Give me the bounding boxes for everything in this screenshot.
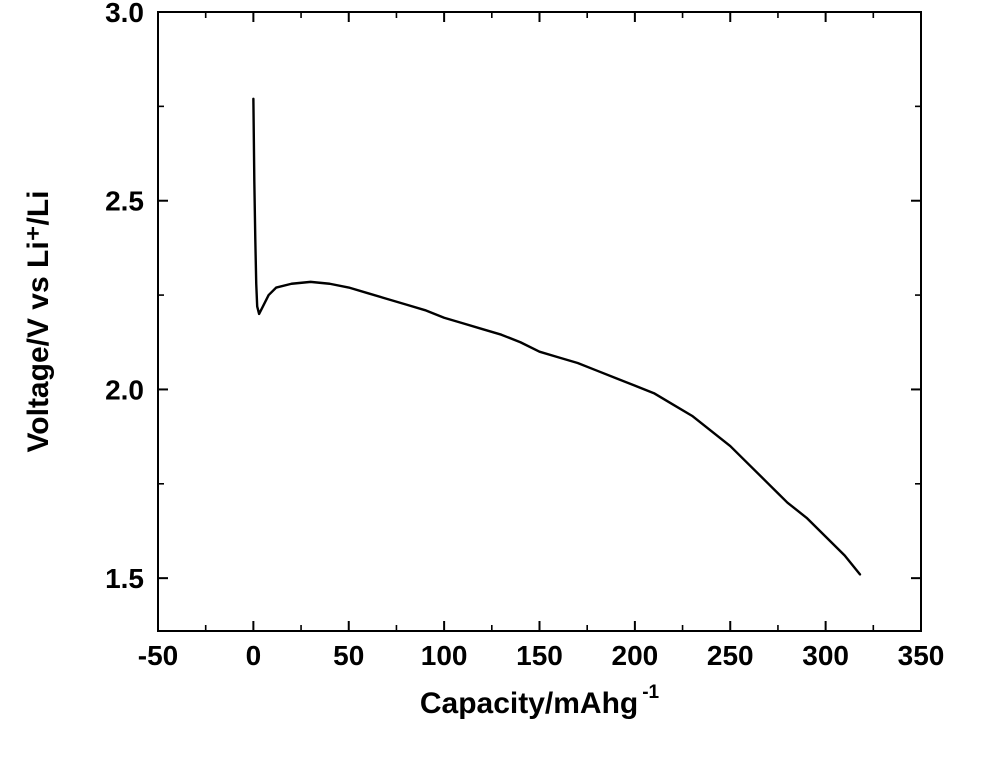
x-tick-label: 0 bbox=[246, 640, 262, 671]
x-tick-label: 200 bbox=[612, 640, 659, 671]
x-tick-label: 100 bbox=[421, 640, 468, 671]
y-tick-label: 2.5 bbox=[105, 186, 144, 217]
y-tick-label: 3.0 bbox=[105, 0, 144, 28]
x-tick-label: -50 bbox=[138, 640, 178, 671]
x-tick-label: 350 bbox=[898, 640, 945, 671]
y-tick-label: 1.5 bbox=[105, 563, 144, 594]
x-axis-label: Capacity/mAhg-1 bbox=[420, 682, 660, 720]
x-tick-label: 50 bbox=[333, 640, 364, 671]
y-tick-label: 2.0 bbox=[105, 374, 144, 405]
x-tick-label: 300 bbox=[802, 640, 849, 671]
x-tick-label: 150 bbox=[516, 640, 563, 671]
x-tick-label: 250 bbox=[707, 640, 754, 671]
voltage-capacity-chart: -50 0 50 100 150 200 250 300 350 1.5 2.0 2.5 3.0 Capa… bbox=[0, 0, 991, 773]
y-axis-label: Voltage/V vs Li⁺/Li bbox=[22, 190, 55, 452]
